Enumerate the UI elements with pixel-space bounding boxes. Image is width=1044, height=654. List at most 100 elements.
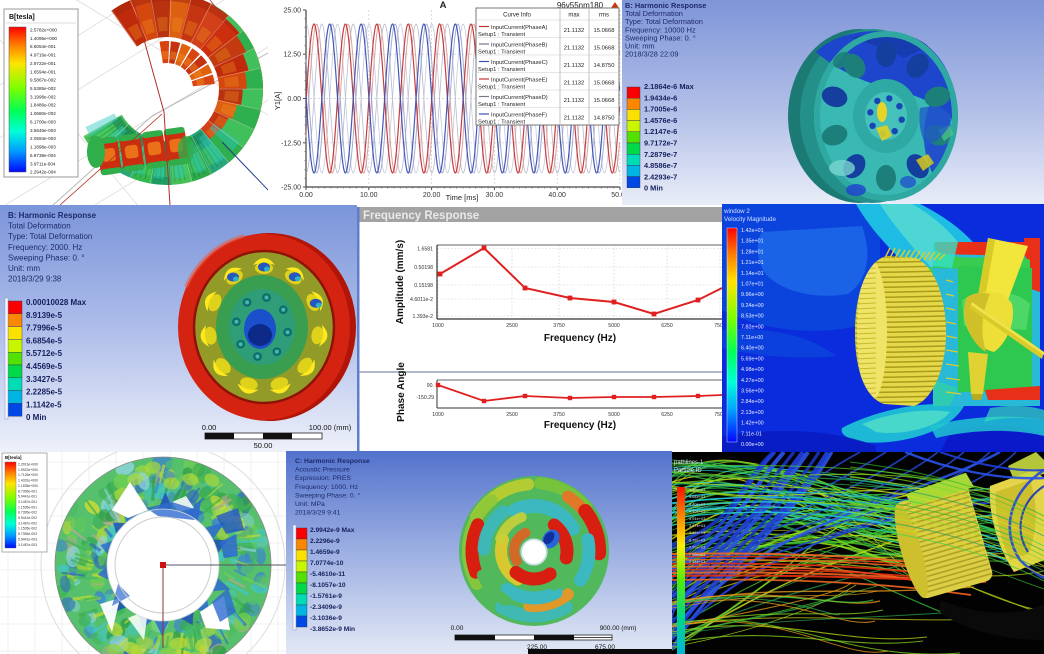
svg-text:window 2: window 2: [723, 208, 750, 215]
svg-text:0.00: 0.00: [299, 192, 313, 199]
svg-text:Unit: mm: Unit: mm: [8, 264, 40, 273]
svg-text:3.3427e-5: 3.3427e-5: [26, 375, 63, 384]
svg-text:3.42e+03: 3.42e+03: [689, 530, 705, 535]
svg-text:Phase Angle: Phase Angle: [396, 362, 407, 422]
svg-text:0 Min: 0 Min: [26, 413, 47, 422]
svg-text:15.0668: 15.0668: [594, 46, 615, 52]
svg-text:9.7172e-7: 9.7172e-7: [644, 139, 677, 148]
svg-text:6.1700e-003: 6.1700e-003: [30, 119, 56, 124]
svg-text:7.11e+00: 7.11e+00: [741, 335, 763, 341]
svg-text:3.91e+03: 3.91e+03: [689, 516, 705, 521]
svg-text:15.0668: 15.0668: [594, 28, 615, 34]
svg-text:50.00: 50.00: [611, 192, 629, 199]
svg-text:-25.00: -25.00: [281, 185, 301, 192]
svg-text:1.28e+01: 1.28e+01: [741, 249, 764, 255]
svg-text:-8.1057e-10: -8.1057e-10: [310, 582, 346, 589]
svg-text:2.4293e-7: 2.4293e-7: [644, 172, 677, 181]
svg-text:pathlines-1: pathlines-1: [674, 460, 704, 466]
svg-text:6250: 6250: [661, 412, 673, 418]
svg-text:7.2879e-7: 7.2879e-7: [644, 150, 677, 159]
svg-text:Frequency: 2000. Hz: Frequency: 2000. Hz: [8, 243, 82, 252]
svg-text:100.00 (mm): 100.00 (mm): [309, 423, 352, 432]
svg-text:InputCurrent(PhaseE): InputCurrent(PhaseE): [491, 78, 547, 84]
svg-text:B[tesla]: B[tesla]: [9, 14, 35, 21]
svg-text:1.07e+01: 1.07e+01: [741, 282, 764, 288]
svg-text:1000: 1000: [432, 323, 444, 329]
svg-text:Acoustic Pressure: Acoustic Pressure: [295, 467, 350, 474]
svg-text:1.393e-2: 1.393e-2: [413, 314, 434, 320]
svg-text:2.5782e+000: 2.5782e+000: [30, 28, 57, 33]
svg-text:2500: 2500: [506, 412, 518, 418]
svg-text:30.00: 30.00: [486, 192, 504, 199]
svg-text:3.9711e-004: 3.9711e-004: [30, 161, 56, 166]
svg-text:-3.8652e-9 Min: -3.8652e-9 Min: [310, 626, 355, 633]
svg-text:1.0680e-002: 1.0680e-002: [30, 111, 56, 116]
svg-text:3750: 3750: [553, 412, 565, 418]
svg-text:2.84e+00: 2.84e+00: [741, 399, 764, 405]
svg-text:Frequency: 10000 Hz: Frequency: 10000 Hz: [625, 25, 696, 34]
svg-text:2.2285e-5: 2.2285e-5: [26, 388, 63, 397]
svg-text:A: A: [440, 0, 447, 11]
svg-text:3.5646e-003: 3.5646e-003: [30, 128, 56, 133]
svg-text:6.40e+00: 6.40e+00: [741, 346, 764, 352]
svg-text:-2.3409e-9: -2.3409e-9: [310, 604, 342, 611]
svg-text:2.0594e-003: 2.0594e-003: [30, 136, 56, 141]
svg-text:3.18e+03: 3.18e+03: [689, 537, 705, 542]
svg-text:5.9441e-003: 5.9441e-003: [18, 537, 37, 541]
svg-text:21.1132: 21.1132: [564, 46, 585, 52]
svg-text:4.16e+03: 4.16e+03: [689, 509, 705, 514]
svg-text:3.1487e-003: 3.1487e-003: [18, 543, 37, 547]
svg-text:5.9441e-001: 5.9441e-001: [18, 495, 37, 499]
svg-text:1.6594e-001: 1.6594e-001: [30, 69, 56, 74]
svg-text:21.1132: 21.1132: [564, 63, 585, 69]
svg-text:Setup1 : Transient: Setup1 : Transient: [478, 67, 525, 73]
svg-text:7.11e-01: 7.11e-01: [741, 431, 762, 437]
svg-text:Setup1 : Transient: Setup1 : Transient: [478, 120, 525, 126]
svg-text:4.98e+00: 4.98e+00: [741, 367, 764, 373]
svg-text:Frequency: 1000. Hz: Frequency: 1000. Hz: [295, 484, 359, 491]
svg-text:Setup1 : Transient: Setup1 : Transient: [478, 85, 525, 91]
svg-text:0.00e+00: 0.00e+00: [741, 442, 764, 448]
svg-text:Amplitude (mm/s): Amplitude (mm/s): [395, 240, 406, 324]
svg-text:C: Harmonic Response: C: Harmonic Response: [295, 458, 370, 465]
svg-text:8.7395e-001: 8.7395e-001: [18, 489, 37, 493]
svg-text:2.9942e-9 Max: 2.9942e-9 Max: [310, 527, 355, 534]
svg-text:max: max: [568, 13, 579, 19]
svg-text:3.1487e-001: 3.1487e-001: [18, 500, 37, 504]
svg-text:3.67e+03: 3.67e+03: [689, 523, 705, 528]
svg-text:675.00: 675.00: [595, 644, 615, 651]
svg-text:1.1142e-5: 1.1142e-5: [26, 400, 62, 409]
svg-text:7500: 7500: [714, 412, 726, 418]
svg-text:Sweeping Phase: 0. °: Sweeping Phase: 0. °: [295, 491, 360, 499]
svg-text:7500: 7500: [714, 323, 726, 329]
svg-text:5.9441e-002: 5.9441e-002: [18, 516, 37, 520]
svg-text:8.53e+00: 8.53e+00: [741, 314, 764, 320]
svg-text:1.4659e-9: 1.4659e-9: [310, 549, 340, 556]
svg-text:21.1132: 21.1132: [564, 98, 585, 104]
svg-text:Sweeping Phase: 0. °: Sweeping Phase: 0. °: [625, 33, 696, 42]
svg-text:4.6011e-2: 4.6011e-2: [410, 297, 433, 303]
svg-text:14.8750: 14.8750: [594, 116, 615, 122]
svg-text:Frequency Response: Frequency Response: [363, 210, 479, 222]
svg-text:2.2296e-9: 2.2296e-9: [310, 538, 340, 545]
svg-text:15.0668: 15.0668: [594, 98, 615, 104]
svg-text:Frequency (Hz): Frequency (Hz): [544, 333, 616, 344]
svg-text:0 Min: 0 Min: [644, 184, 663, 193]
svg-text:1.42e+00: 1.42e+00: [741, 421, 764, 427]
svg-text:1.7126e+000: 1.7126e+000: [18, 473, 38, 477]
svg-text:3.56e+00: 3.56e+00: [741, 389, 764, 395]
svg-text:7.82e+00: 7.82e+00: [741, 324, 764, 330]
svg-text:1.4576e-6: 1.4576e-6: [644, 116, 677, 125]
svg-text:Sweeping Phase: 0. °: Sweeping Phase: 0. °: [8, 253, 85, 262]
svg-text:Unit: MPa: Unit: MPa: [295, 501, 325, 508]
svg-text:Setup1 : Transient: Setup1 : Transient: [478, 102, 525, 108]
svg-text:3.1487e-002: 3.1487e-002: [18, 521, 37, 525]
svg-text:0.00010028 Max: 0.00010028 Max: [26, 298, 87, 307]
svg-text:5000: 5000: [608, 323, 620, 329]
svg-text:InputCurrent(PhaseF): InputCurrent(PhaseF): [491, 113, 547, 119]
svg-text:96v55nm180: 96v55nm180: [557, 1, 604, 10]
svg-text:Setup1 : Transient: Setup1 : Transient: [478, 32, 525, 38]
svg-text:50.00: 50.00: [254, 441, 273, 450]
svg-text:21.1132: 21.1132: [564, 28, 585, 34]
svg-text:Time [ms]: Time [ms]: [446, 193, 479, 202]
